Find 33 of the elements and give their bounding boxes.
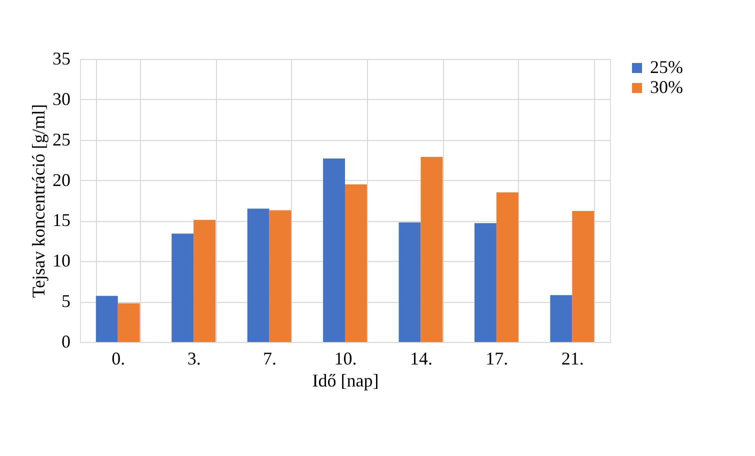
bar bbox=[323, 158, 345, 342]
bar bbox=[474, 223, 496, 342]
x-axis-title: Idő [nap] bbox=[312, 370, 379, 390]
bar bbox=[572, 211, 594, 342]
x-tick-label: 10. bbox=[334, 348, 357, 368]
bar bbox=[345, 184, 367, 342]
bar bbox=[550, 295, 572, 342]
y-axis-title: Tejsav koncentráció [g/ml] bbox=[28, 104, 48, 298]
y-tick-label: 30 bbox=[52, 88, 70, 109]
bar bbox=[96, 296, 118, 342]
x-tick-label: 17. bbox=[486, 348, 508, 368]
y-tick-label: 5 bbox=[62, 291, 70, 312]
x-tick-label: 7. bbox=[263, 348, 277, 368]
legend-label: 25% bbox=[650, 57, 683, 77]
x-tick-label: 0. bbox=[112, 348, 126, 368]
bar bbox=[420, 156, 443, 342]
x-tick-label: 14. bbox=[410, 348, 432, 368]
bar bbox=[398, 222, 421, 342]
x-tick-label: 3. bbox=[187, 348, 201, 368]
y-tick-label: 10 bbox=[52, 250, 70, 271]
bar bbox=[118, 303, 140, 342]
legend-label: 30% bbox=[650, 77, 683, 97]
y-tick-label: 35 bbox=[52, 48, 70, 68]
bar bbox=[269, 210, 292, 342]
x-tick-label: 21. bbox=[561, 348, 584, 368]
bar bbox=[194, 220, 216, 342]
y-tick-label: 25 bbox=[52, 129, 70, 150]
y-tick-label: 0 bbox=[62, 332, 70, 352]
bar bbox=[247, 208, 270, 342]
y-tick-label: 15 bbox=[52, 210, 70, 230]
y-tick-label: 20 bbox=[52, 170, 70, 190]
bar bbox=[172, 234, 194, 342]
bar bbox=[496, 192, 518, 342]
